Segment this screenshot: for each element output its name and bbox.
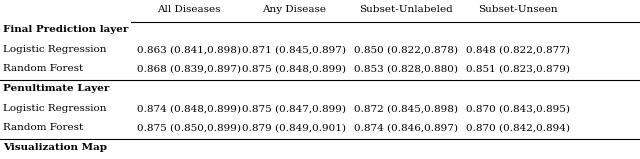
Text: 0.870 (0.843,0.895): 0.870 (0.843,0.895) [467,104,570,113]
Text: 0.863 (0.841,0.898): 0.863 (0.841,0.898) [137,45,241,54]
Text: Logistic Regression: Logistic Regression [3,45,107,54]
Text: 0.872 (0.845,0.898): 0.872 (0.845,0.898) [355,104,458,113]
Text: 0.871 (0.845,0.897): 0.871 (0.845,0.897) [243,45,346,54]
Text: 0.875 (0.850,0.899): 0.875 (0.850,0.899) [137,123,241,132]
Text: Visualization Map: Visualization Map [3,143,108,152]
Text: 0.879 (0.849,0.901): 0.879 (0.849,0.901) [243,123,346,132]
Text: 0.868 (0.839,0.897): 0.868 (0.839,0.897) [137,64,241,73]
Text: 0.875 (0.847,0.899): 0.875 (0.847,0.899) [243,104,346,113]
Text: 0.874 (0.846,0.897): 0.874 (0.846,0.897) [355,123,458,132]
Text: Penultimate Layer: Penultimate Layer [3,84,109,93]
Text: 0.874 (0.848,0.899): 0.874 (0.848,0.899) [137,104,241,113]
Text: 0.848 (0.822,0.877): 0.848 (0.822,0.877) [467,45,570,54]
Text: Random Forest: Random Forest [3,64,83,73]
Text: 0.850 (0.822,0.878): 0.850 (0.822,0.878) [355,45,458,54]
Text: All Diseases: All Diseases [157,5,221,14]
Text: Any Disease: Any Disease [262,5,326,14]
Text: Random Forest: Random Forest [3,123,83,132]
Text: 0.851 (0.823,0.879): 0.851 (0.823,0.879) [467,64,570,73]
Text: Logistic Regression: Logistic Regression [3,104,107,113]
Text: Final Prediction layer: Final Prediction layer [3,25,129,35]
Text: Subset-Unseen: Subset-Unseen [479,5,558,14]
Text: 0.853 (0.828,0.880): 0.853 (0.828,0.880) [355,64,458,73]
Text: Subset-Unlabeled: Subset-Unlabeled [360,5,453,14]
Text: 0.875 (0.848,0.899): 0.875 (0.848,0.899) [243,64,346,73]
Text: 0.870 (0.842,0.894): 0.870 (0.842,0.894) [467,123,570,132]
